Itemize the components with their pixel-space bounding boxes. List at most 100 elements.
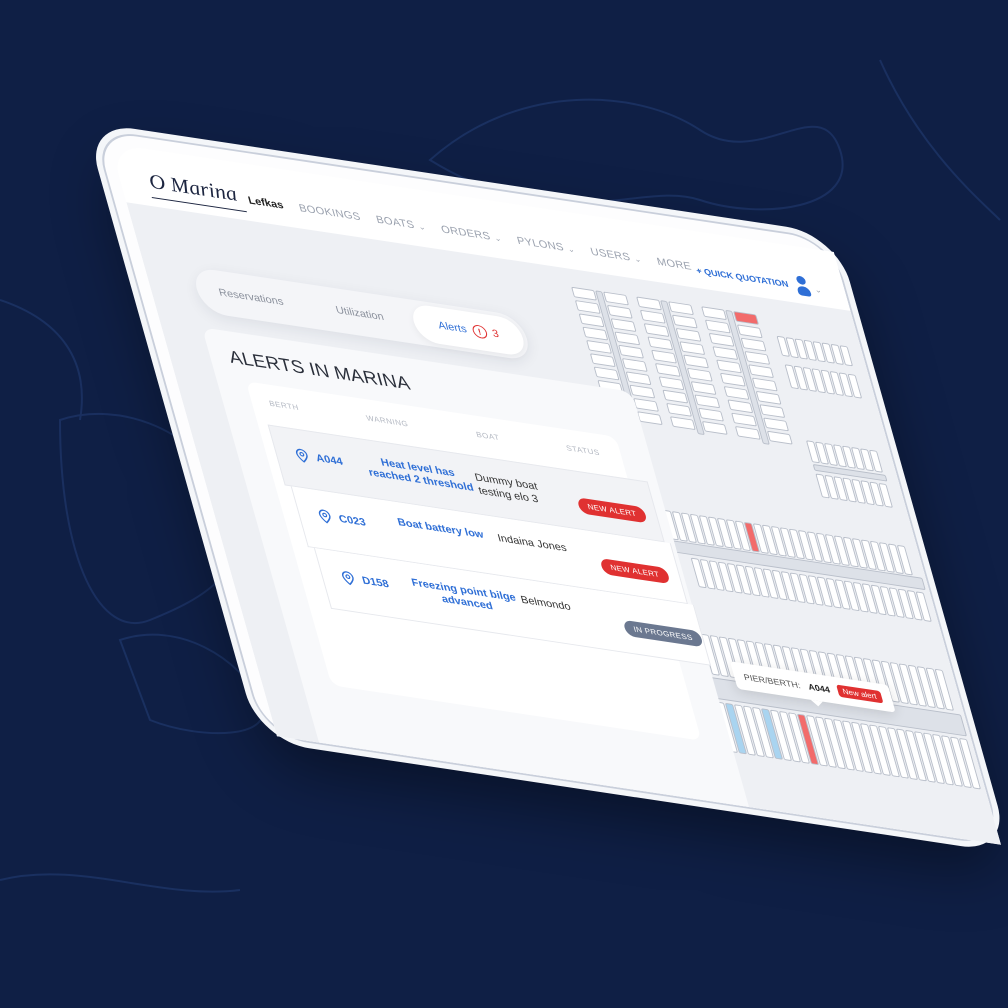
berth[interactable]: [959, 738, 981, 790]
berth[interactable]: [690, 514, 706, 545]
berth[interactable]: [655, 363, 681, 377]
berth[interactable]: [726, 519, 742, 550]
berth[interactable]: [833, 444, 847, 468]
berth[interactable]: [699, 515, 715, 546]
berth[interactable]: [917, 666, 936, 708]
berth[interactable]: [824, 443, 838, 466]
berth[interactable]: [761, 708, 783, 760]
berth[interactable]: [651, 349, 677, 364]
nav-item-pylons[interactable]: PYLONS⌄: [516, 235, 577, 255]
berth[interactable]: [753, 523, 769, 554]
berth[interactable]: [888, 543, 904, 574]
berth[interactable]: [880, 586, 896, 617]
berth[interactable]: [712, 346, 738, 360]
berth[interactable]: [743, 705, 765, 757]
berth[interactable]: [710, 635, 729, 677]
berth[interactable]: [629, 384, 655, 399]
berth[interactable]: [579, 313, 605, 327]
berth[interactable]: [881, 660, 900, 703]
berth[interactable]: [871, 584, 887, 615]
berth[interactable]: [659, 376, 685, 390]
table-row[interactable]: D158 Freezing point bilge advanced Belmo…: [313, 547, 712, 666]
berth[interactable]: [745, 565, 761, 597]
berth[interactable]: [852, 538, 868, 569]
berth[interactable]: [666, 403, 692, 417]
berth[interactable]: [826, 578, 842, 609]
berth[interactable]: [843, 537, 859, 568]
berth[interactable]: [898, 588, 914, 620]
berth[interactable]: [842, 445, 856, 469]
berth[interactable]: [691, 381, 717, 395]
berth[interactable]: [860, 480, 875, 505]
berth[interactable]: [941, 735, 963, 787]
berth[interactable]: [759, 404, 785, 418]
berth[interactable]: [869, 724, 891, 776]
berth[interactable]: [950, 736, 972, 788]
logo[interactable]: O Marina: [143, 168, 248, 213]
berth[interactable]: [718, 561, 734, 593]
berth[interactable]: [784, 364, 799, 389]
berth[interactable]: [590, 353, 616, 367]
nav-item-orders[interactable]: ORDERS⌄: [440, 224, 503, 244]
berth[interactable]: [735, 426, 761, 440]
berth[interactable]: [860, 723, 882, 775]
berth[interactable]: [842, 477, 857, 503]
berth[interactable]: [851, 479, 866, 504]
berth[interactable]: [879, 542, 895, 573]
berth[interactable]: [594, 366, 620, 381]
berth[interactable]: [824, 475, 839, 500]
berth[interactable]: [799, 574, 815, 605]
berth[interactable]: [647, 336, 673, 351]
berth[interactable]: [825, 534, 841, 565]
berth[interactable]: [763, 417, 789, 432]
berth[interactable]: [897, 545, 913, 576]
tab-reservations[interactable]: Reservations: [217, 286, 285, 308]
berth[interactable]: [803, 340, 817, 361]
berth-link[interactable]: D158: [360, 575, 391, 591]
berth[interactable]: [582, 326, 608, 341]
berth[interactable]: [744, 351, 770, 365]
berth[interactable]: [806, 440, 820, 464]
berth[interactable]: [727, 563, 743, 594]
quick-quotation-button[interactable]: + QUICK QUOTATION: [694, 265, 790, 290]
berth[interactable]: [935, 669, 954, 711]
berth[interactable]: [670, 416, 696, 430]
berth[interactable]: [700, 559, 716, 590]
berth[interactable]: [694, 394, 720, 409]
berth[interactable]: [672, 511, 688, 542]
berth[interactable]: [687, 368, 713, 382]
berth[interactable]: [698, 407, 724, 422]
berth[interactable]: [851, 722, 873, 774]
berth[interactable]: [720, 373, 746, 387]
berth[interactable]: [752, 707, 774, 759]
berth[interactable]: [731, 412, 757, 427]
berth[interactable]: [717, 518, 733, 549]
berth[interactable]: [878, 726, 900, 778]
berth[interactable]: [724, 386, 750, 400]
berth[interactable]: [679, 341, 705, 355]
berth[interactable]: [797, 713, 819, 765]
berth[interactable]: [644, 323, 670, 337]
berth[interactable]: [798, 530, 814, 561]
tab-utilization[interactable]: Utilization: [334, 304, 386, 324]
berth[interactable]: [861, 539, 877, 570]
nav-item-boats[interactable]: BOATS⌄: [375, 214, 427, 233]
berth[interactable]: [748, 364, 774, 378]
berth[interactable]: [662, 389, 688, 404]
berth[interactable]: [737, 324, 763, 338]
berth[interactable]: [681, 512, 697, 543]
berth[interactable]: [806, 715, 828, 767]
berth[interactable]: [899, 663, 918, 706]
berth[interactable]: [889, 587, 905, 618]
berth[interactable]: [838, 372, 853, 398]
berth-link[interactable]: A044: [314, 452, 345, 468]
berth[interactable]: [835, 579, 851, 610]
berth[interactable]: [640, 310, 666, 324]
berth[interactable]: [860, 448, 874, 472]
berth-link[interactable]: C023: [337, 513, 368, 529]
berth[interactable]: [890, 662, 909, 704]
berth[interactable]: [817, 576, 833, 607]
berth[interactable]: [878, 483, 893, 508]
berth[interactable]: [815, 716, 837, 768]
berth[interactable]: [607, 305, 633, 319]
